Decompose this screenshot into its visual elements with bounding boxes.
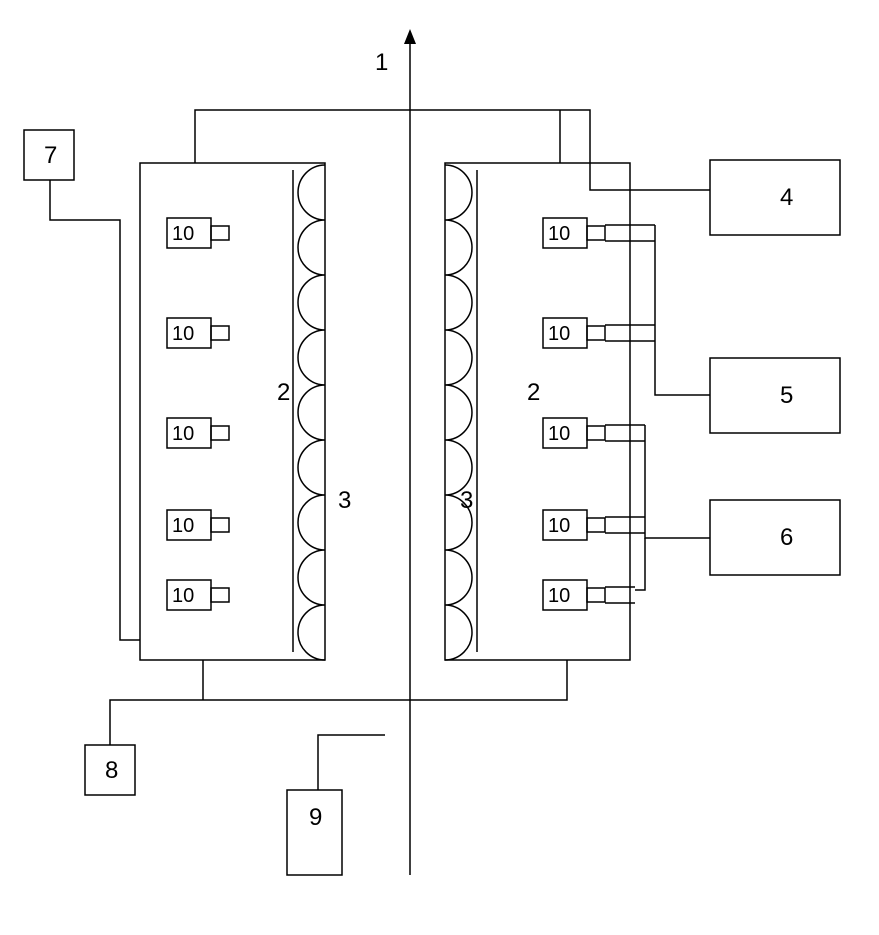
module-stub-left-3 bbox=[211, 518, 229, 532]
box5-label: 5 bbox=[780, 382, 793, 409]
box4 bbox=[710, 160, 840, 235]
label-2-left: 2 bbox=[277, 379, 290, 406]
column-right bbox=[445, 163, 630, 660]
route-7 bbox=[50, 180, 140, 640]
module-label-right-1: 10 bbox=[548, 323, 570, 345]
arrow-head-icon bbox=[404, 29, 416, 44]
box4-label: 4 bbox=[780, 184, 793, 211]
module-label-left-3: 10 bbox=[172, 515, 194, 537]
scallop-left bbox=[298, 165, 325, 660]
module-label-left-2: 10 bbox=[172, 423, 194, 445]
box8-label: 8 bbox=[105, 757, 118, 784]
module-stub-right-0 bbox=[587, 226, 605, 240]
module-label-right-3: 10 bbox=[548, 515, 570, 537]
route-5 bbox=[655, 225, 710, 395]
box6 bbox=[710, 500, 840, 575]
module-label-right-0: 10 bbox=[548, 223, 570, 245]
route-6 bbox=[645, 425, 710, 538]
box5 bbox=[710, 358, 840, 433]
route-6b bbox=[635, 538, 645, 590]
diagram-canvas: 1 2 2 3 3 10 10 10 10 10 10 10 10 10 10 7 8 9 4 5 6 bbox=[0, 0, 879, 935]
module-label-right-2: 10 bbox=[548, 423, 570, 445]
module-label-left-0: 10 bbox=[172, 223, 194, 245]
module-stub-left-0 bbox=[211, 226, 229, 240]
module-stub-left-2 bbox=[211, 426, 229, 440]
module-stub-right-1 bbox=[587, 326, 605, 340]
label-3-left: 3 bbox=[338, 487, 351, 514]
module-stub-right-3 bbox=[587, 518, 605, 532]
scallop-right bbox=[445, 165, 472, 660]
box9-label: 9 bbox=[309, 804, 322, 831]
module-stub-left-1 bbox=[211, 326, 229, 340]
box6-label: 6 bbox=[780, 524, 793, 551]
box7-label: 7 bbox=[44, 142, 57, 169]
route-9 bbox=[318, 735, 385, 790]
label-1: 1 bbox=[375, 49, 388, 76]
module-label-right-4: 10 bbox=[548, 585, 570, 607]
label-2-right: 2 bbox=[527, 379, 540, 406]
route-4 bbox=[195, 110, 710, 190]
module-stub-left-4 bbox=[211, 588, 229, 602]
label-3-right: 3 bbox=[460, 487, 473, 514]
route-8 bbox=[110, 660, 567, 745]
module-label-left-4: 10 bbox=[172, 585, 194, 607]
module-stub-right-4 bbox=[587, 588, 605, 602]
module-stub-right-2 bbox=[587, 426, 605, 440]
module-label-left-1: 10 bbox=[172, 323, 194, 345]
box9 bbox=[287, 790, 342, 875]
